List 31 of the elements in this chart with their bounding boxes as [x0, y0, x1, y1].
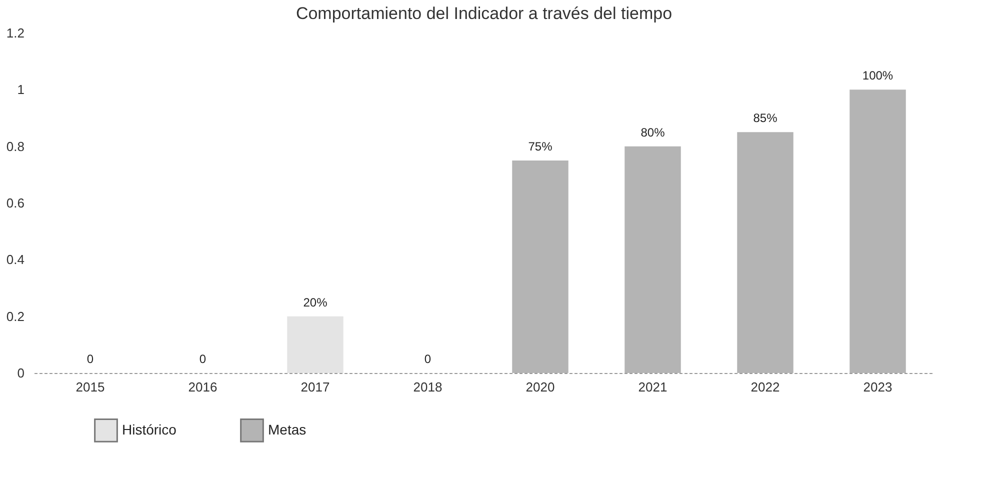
- y-tick-label: 0: [17, 366, 24, 380]
- x-tick-label: 2022: [750, 380, 780, 394]
- y-tick-label: 0.2: [6, 308, 24, 324]
- data-label: 75%: [528, 140, 553, 154]
- x-tick-label: 2015: [76, 380, 105, 394]
- legend-label: Metas: [268, 421, 306, 438]
- x-tick-label: 2017: [300, 380, 330, 394]
- y-tick-label: 1: [17, 82, 24, 98]
- x-tick-label: 2020: [526, 380, 555, 394]
- bar: [624, 146, 681, 373]
- y-tick-label: 0.8: [6, 138, 24, 154]
- data-label: 80%: [640, 125, 666, 140]
- chart-title: Comportamiento del Indicador a través del tiempo: [296, 4, 672, 23]
- data-label: 100%: [862, 68, 894, 83]
- data-label: 20%: [303, 295, 328, 310]
- bar: [850, 90, 906, 373]
- y-tick-label: 0.6: [6, 196, 24, 210]
- x-tick-label: 2016: [188, 380, 218, 394]
- y-tick-label: 0.4: [6, 252, 24, 268]
- bar: [512, 160, 568, 373]
- data-label: 85%: [753, 111, 778, 126]
- bar: [737, 132, 794, 373]
- bar: [287, 316, 344, 373]
- x-tick-label: 2023: [863, 380, 892, 394]
- legend-label: Histórico: [122, 421, 177, 438]
- x-tick-label: 2018: [413, 380, 442, 394]
- data-label: 0: [199, 352, 206, 366]
- x-tick-label: 2021: [638, 380, 668, 394]
- data-label: 0: [424, 352, 432, 366]
- data-label: 0: [86, 352, 94, 366]
- y-tick-label: 1.2: [6, 26, 24, 40]
